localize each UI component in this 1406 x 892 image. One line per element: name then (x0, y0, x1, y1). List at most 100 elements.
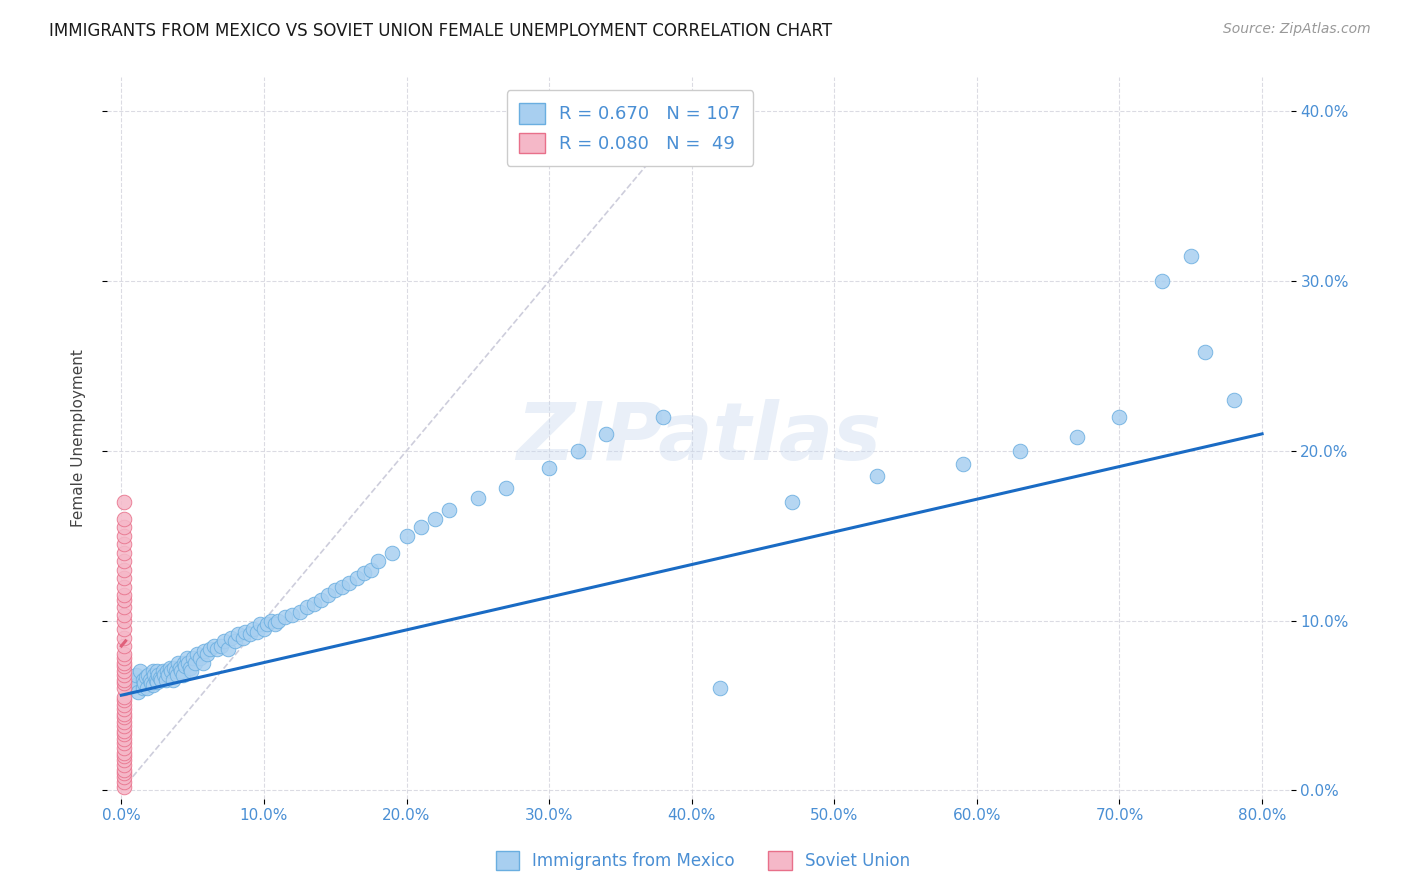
Point (288, 605, 311, 619)
Point (112, 706, 135, 721)
Point (139, 673, 162, 687)
Legend: R = 0.670   N = 107, R = 0.080   N =  49: R = 0.670 N = 107, R = 0.080 N = 49 (506, 90, 754, 166)
Point (467, 491, 489, 506)
Point (112, 763, 135, 777)
Point (235, 625, 257, 640)
Point (339, 576, 361, 591)
Point (127, 685, 149, 699)
Point (112, 757, 135, 772)
Point (112, 673, 135, 687)
Point (112, 593, 135, 607)
Point (112, 639, 135, 653)
Point (132, 673, 155, 687)
Point (145, 673, 167, 687)
Point (112, 749, 135, 764)
Point (157, 668, 180, 682)
Point (177, 656, 200, 670)
Point (121, 673, 143, 687)
Point (112, 746, 135, 760)
Point (134, 676, 156, 690)
Point (191, 656, 214, 670)
Point (112, 753, 135, 767)
Point (253, 622, 276, 636)
Legend: Immigrants from Mexico, Soviet Union: Immigrants from Mexico, Soviet Union (489, 844, 917, 877)
Point (866, 469, 889, 483)
Point (112, 656, 135, 670)
Point (166, 668, 188, 682)
Point (112, 723, 135, 738)
Point (112, 648, 135, 662)
Point (146, 674, 169, 689)
Point (112, 719, 135, 733)
Point (142, 665, 165, 679)
Point (198, 642, 221, 657)
Point (112, 537, 135, 551)
Point (112, 668, 135, 682)
Point (181, 651, 204, 665)
Point (274, 610, 297, 624)
Point (780, 494, 803, 508)
Point (112, 676, 135, 690)
Point (112, 580, 135, 594)
Point (112, 571, 135, 585)
Point (135, 669, 157, 683)
Point (141, 676, 163, 690)
Point (112, 512, 135, 526)
Point (112, 622, 135, 636)
Point (155, 673, 177, 687)
Point (167, 656, 190, 670)
Point (143, 668, 166, 682)
Point (1108, 409, 1130, 424)
Point (112, 780, 135, 794)
Point (153, 668, 176, 682)
Point (295, 599, 318, 614)
Point (439, 503, 461, 517)
Point (180, 665, 202, 679)
Point (112, 740, 135, 755)
Point (146, 665, 169, 679)
Point (202, 639, 225, 653)
Point (595, 426, 617, 441)
Point (117, 681, 139, 696)
Point (112, 727, 135, 741)
Point (112, 529, 135, 543)
Point (267, 614, 290, 628)
Point (112, 766, 135, 780)
Point (124, 678, 146, 692)
Point (112, 690, 135, 704)
Point (160, 665, 183, 679)
Point (232, 631, 254, 645)
Point (112, 554, 135, 568)
Point (169, 661, 191, 675)
Point (226, 627, 249, 641)
Point (159, 661, 181, 675)
Point (149, 671, 172, 685)
Point (112, 715, 135, 730)
Point (302, 597, 325, 611)
Point (353, 566, 375, 580)
Point (112, 614, 135, 628)
Point (264, 616, 287, 631)
Point (170, 665, 193, 679)
Point (195, 648, 218, 662)
Text: IMMIGRANTS FROM MEXICO VS SOVIET UNION FEMALE UNEMPLOYMENT CORRELATION CHART: IMMIGRANTS FROM MEXICO VS SOVIET UNION F… (49, 22, 832, 40)
Point (174, 659, 197, 673)
Point (112, 651, 135, 665)
Point (246, 625, 269, 640)
Point (136, 681, 159, 696)
Point (709, 681, 731, 696)
Point (112, 710, 135, 724)
Point (112, 681, 135, 696)
Point (367, 554, 389, 568)
Point (323, 582, 346, 597)
Point (1194, 345, 1216, 359)
Point (152, 665, 174, 679)
Point (346, 571, 368, 585)
Point (256, 616, 278, 631)
Point (1008, 443, 1031, 458)
Point (205, 642, 228, 657)
Point (224, 634, 246, 648)
Point (112, 563, 135, 577)
Point (112, 770, 135, 784)
Point (186, 648, 208, 662)
